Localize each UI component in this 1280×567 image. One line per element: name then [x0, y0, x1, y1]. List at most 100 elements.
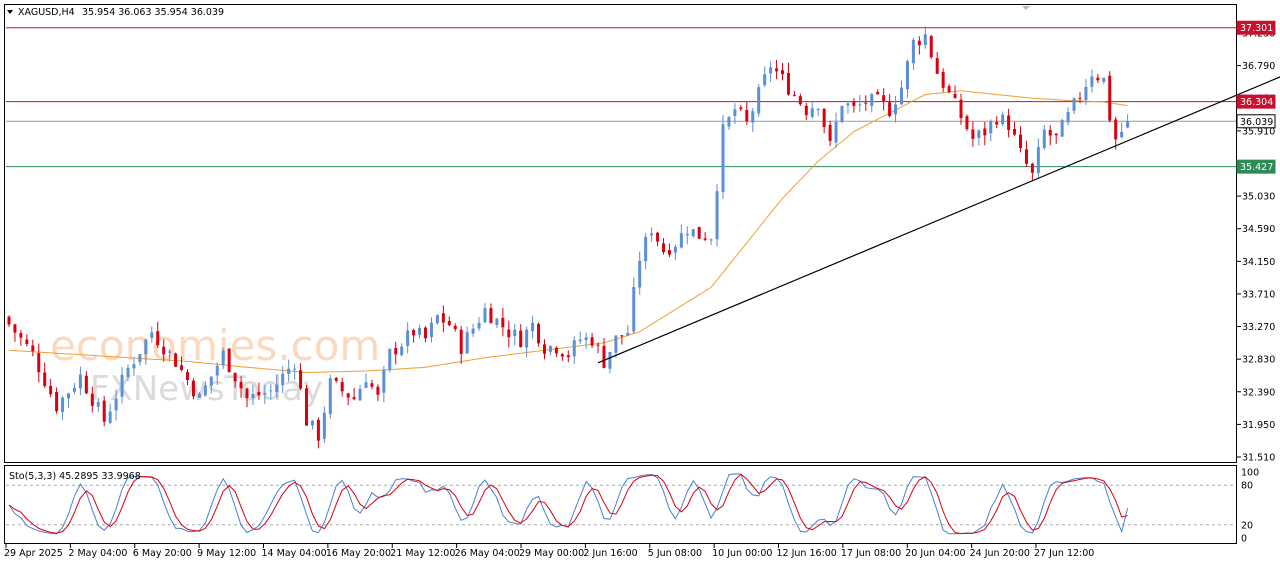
- level-tag-text: 36.304: [1240, 97, 1273, 108]
- candle-body: [299, 370, 303, 389]
- candle-body: [513, 329, 517, 337]
- stochastic-signal-line: [8, 473, 1128, 535]
- candle-body: [394, 348, 398, 355]
- price-tick-label: 35.030: [1242, 192, 1275, 203]
- candle-body: [370, 383, 374, 387]
- stochastic-label: Sto(5,3,3) 45.2895 33.9968: [9, 471, 141, 482]
- candles-layer: [7, 26, 1130, 449]
- candle-body: [406, 330, 410, 346]
- candle-body: [334, 377, 338, 381]
- candle-body: [852, 101, 856, 106]
- candle-body: [751, 111, 755, 123]
- candle-body: [650, 233, 654, 236]
- candle-body: [620, 335, 624, 337]
- stochastic-tick-label: 20: [1241, 520, 1253, 531]
- candle-body: [1007, 115, 1011, 131]
- candle-body: [382, 369, 386, 393]
- candle-body: [828, 124, 832, 141]
- moving-average-layer: [8, 90, 1128, 374]
- candle-body: [435, 315, 439, 324]
- candle-body: [126, 367, 130, 377]
- level-tag-support: [1236, 159, 1276, 174]
- candle-body: [168, 351, 172, 353]
- candle-body: [626, 332, 630, 336]
- candle-body: [162, 346, 166, 355]
- candle-body: [965, 116, 969, 130]
- candle-body: [1108, 75, 1112, 121]
- candle-body: [352, 397, 356, 400]
- candle-body: [525, 329, 529, 348]
- time-tick-label: 29 May 00:00: [519, 548, 584, 559]
- candle-body: [501, 317, 505, 328]
- candle-body: [84, 375, 88, 394]
- candle-body: [281, 373, 285, 386]
- candle-body: [132, 364, 136, 369]
- candle-body: [287, 368, 291, 374]
- price-tick-label: 34.590: [1242, 224, 1275, 235]
- price-tick-label: 35.910: [1242, 126, 1275, 137]
- candle-body: [941, 71, 945, 88]
- candle-body: [656, 232, 660, 242]
- candle-body: [548, 346, 552, 352]
- time-tick-label: 10 Jun 00:00: [712, 548, 772, 559]
- candle-body: [203, 385, 207, 396]
- time-tick-label: 5 Jun 08:00: [648, 548, 702, 559]
- candle-body: [465, 332, 469, 354]
- time-tick-label: 29 Apr 2025: [4, 548, 63, 559]
- shift-marker-icon: [1022, 6, 1030, 10]
- candle-body: [1096, 77, 1100, 81]
- candle-body: [49, 385, 53, 395]
- candle-body: [1126, 121, 1130, 128]
- time-tick-label: 27 Jun 12:00: [1034, 548, 1094, 559]
- candle-body: [560, 354, 564, 357]
- price-axis: 37.23036.79036.35035.91035.47035.03034.5…: [1236, 29, 1275, 464]
- candle-body: [727, 117, 731, 127]
- candle-body: [96, 402, 100, 407]
- candle-body: [638, 260, 642, 288]
- candle-body: [138, 354, 142, 363]
- candle-body: [608, 351, 612, 369]
- price-tick-label: 32.830: [1242, 355, 1275, 366]
- level-tag-resistance: [1236, 20, 1276, 35]
- candle-body: [55, 392, 59, 412]
- price-tick-label: 34.150: [1242, 257, 1275, 268]
- candle-body: [1019, 134, 1022, 149]
- price-tick-label: 33.270: [1242, 322, 1275, 333]
- watermark-economies: economies.com: [50, 321, 380, 370]
- time-axis: 29 Apr 2025 2 May 04:00 6 May 20:00 9 May 1…: [4, 544, 1094, 559]
- time-tick-label: 2 Jun 16:00: [583, 548, 637, 559]
- time-tick-label: 2 May 04:00: [68, 548, 127, 559]
- collapse-arrow-icon[interactable]: [7, 10, 13, 14]
- main-panel-frame: [4, 4, 1237, 463]
- candle-body: [340, 382, 344, 392]
- candle-body: [697, 226, 701, 239]
- candle-body: [215, 365, 219, 376]
- candle-body: [822, 108, 826, 127]
- time-tick-label: 17 Jun 08:00: [841, 548, 901, 559]
- candle-body: [691, 229, 695, 237]
- price-tick-label: 31.950: [1242, 420, 1275, 431]
- candle-body: [186, 372, 189, 381]
- candle-body: [870, 94, 874, 106]
- candle-body: [1048, 129, 1052, 136]
- candle-body: [781, 70, 784, 75]
- candle-body: [507, 329, 511, 338]
- level-tag-text: 35.427: [1240, 162, 1273, 173]
- candle-body: [310, 420, 314, 426]
- candle-body: [31, 345, 35, 352]
- stochastic-tick-label: 80: [1241, 481, 1253, 492]
- candle-body: [590, 337, 594, 346]
- candle-body: [804, 105, 808, 116]
- price-tick-label: 33.710: [1242, 289, 1275, 300]
- ohlc-label: 35.954 36.063 35.954 36.039: [82, 7, 224, 18]
- candle-body: [400, 346, 404, 356]
- candle-body: [757, 87, 761, 114]
- candle-body: [1084, 86, 1088, 100]
- candle-body: [834, 122, 838, 143]
- candle-body: [459, 329, 463, 354]
- candle-body: [864, 102, 868, 104]
- candle-body: [447, 320, 451, 326]
- candle-body: [858, 104, 862, 106]
- price-tick-label: 36.790: [1242, 61, 1275, 72]
